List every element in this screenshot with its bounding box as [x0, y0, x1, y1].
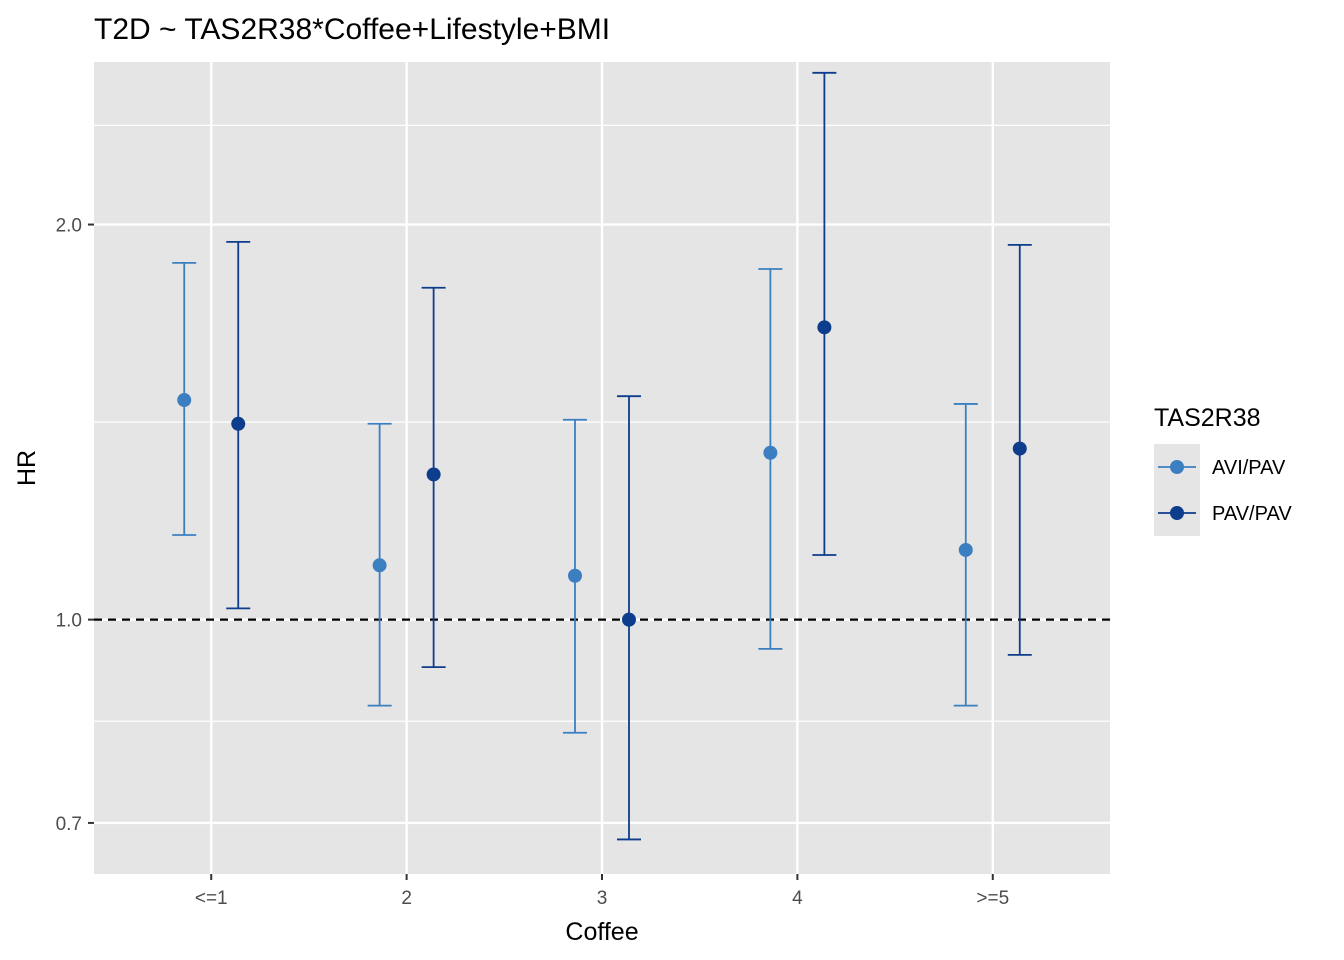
legend-item: PAV/PAV	[1158, 503, 1292, 525]
data-point	[177, 393, 192, 408]
data-point	[817, 320, 832, 335]
legend-label: PAV/PAV	[1212, 503, 1292, 525]
data-point	[426, 467, 441, 482]
x-axis: <=1 2 3 4 >=5	[195, 874, 1009, 909]
y-tick-label: 0.7	[56, 814, 82, 835]
y-tick-label: 1.0	[56, 611, 82, 632]
legend-key-point	[1170, 460, 1184, 474]
series-pav-pav	[226, 71, 1032, 841]
x-axis-title: Coffee	[565, 918, 638, 946]
legend-label: AVI/PAV	[1212, 457, 1286, 479]
x-tick-label: 4	[792, 888, 803, 909]
data-marks	[172, 71, 1032, 841]
x-tick-label: 3	[597, 888, 608, 909]
x-tick-label: 2	[401, 888, 412, 909]
chart-title: T2D ~ TAS2R38*Coffee+Lifestyle+BMI	[94, 13, 610, 46]
y-axis-title: HR	[13, 450, 41, 486]
major-gridlines	[94, 62, 1110, 874]
series-avi-pav	[172, 261, 978, 734]
x-tick-label: <=1	[195, 888, 228, 909]
legend-item: AVI/PAV	[1158, 457, 1286, 479]
legend-key-point	[1170, 506, 1184, 520]
data-point	[372, 558, 387, 573]
y-axis: 0.7 1.0 2.0	[56, 216, 94, 835]
data-point	[958, 542, 973, 557]
data-point	[622, 612, 636, 627]
data-point	[763, 445, 778, 460]
data-point	[231, 416, 246, 431]
legend: TAS2R38 AVI/PAV PAV/PAV	[1154, 404, 1292, 536]
data-point	[568, 568, 582, 583]
y-tick-label: 2.0	[56, 216, 82, 237]
legend-title: TAS2R38	[1154, 404, 1261, 432]
legend-key-background	[1154, 444, 1200, 536]
data-point	[1012, 441, 1027, 456]
x-tick-label: >=5	[976, 888, 1009, 909]
